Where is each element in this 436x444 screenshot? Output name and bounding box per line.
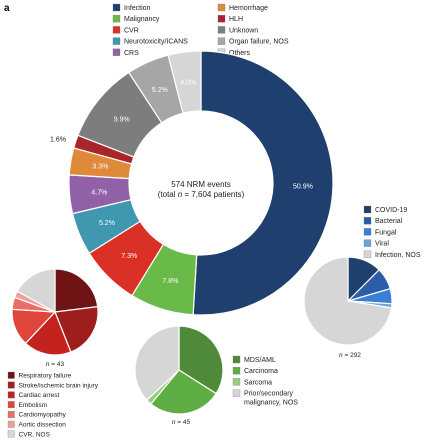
main-slice-others [167, 50, 202, 114]
main-legend-swatch-malignancy [112, 15, 121, 23]
main-legend-swatch-hemorrhage [217, 3, 226, 12]
cvr-legend-swatch-stroke-ischemic-brain-injury [7, 381, 15, 389]
main-data-label-neurotoxicity-icans: 5.2% [99, 220, 115, 227]
infection-legend-swatch-infection-nos [363, 250, 372, 258]
cvr-legend-label-aortic-dissection: Aortic dissection [19, 422, 67, 429]
main-legend-label-neurotoxicity-icans: Neurotoxicity/ICANS [124, 39, 188, 46]
infection-legend-swatch-fungal [363, 228, 372, 236]
main-data-label-cvr: 7.3% [121, 253, 137, 260]
main-legend-swatch-crs [112, 48, 121, 56]
malignancy-legend-swatch-mds-aml [232, 355, 241, 364]
main-legend-label-malignancy: Malignancy [124, 16, 160, 23]
cvr-slice-stroke-ischemic-brain-injury [54, 305, 99, 353]
cvr-legend-label-embolism: Embolism [19, 402, 48, 409]
malignancy-legend-label-prior-secondary-malignancy-nos: malignancy, NOS [244, 400, 298, 407]
infection-n-label: n = 292 [339, 352, 361, 359]
cvr-legend-swatch-cvr-nos [7, 430, 15, 438]
infection-slice-infection-nos [303, 256, 393, 346]
infection-legend-swatch-viral [363, 239, 372, 247]
malignancy-legend-label-mds-aml: MDS/AML [244, 357, 276, 364]
cvr-slice-cvr-nos [16, 268, 56, 314]
infection-legend-swatch-bacterial [363, 217, 372, 225]
main-legend-swatch-cvr [112, 26, 121, 34]
main-data-label-crs: 4.7% [91, 189, 107, 196]
cvr-legend-label-cvr-nos: CVR, NOS [19, 431, 51, 438]
cvr-legend-label-cardiac-arrest: Cardiac arrest [19, 392, 60, 399]
main-data-label-hlh: 1.6% [50, 137, 66, 144]
main-legend-label-cvr: CVR [124, 27, 139, 34]
center-label-total: (total n = 7,604 patients) [158, 190, 245, 199]
main-legend-label-hlh: HLH [229, 16, 243, 23]
main-legend-label-others: Others [229, 50, 251, 57]
cvr-legend-label-respiratory-failure: Respiratory failure [19, 373, 72, 380]
main-legend-label-infection: Infection [124, 5, 151, 12]
cvr-legend-swatch-respiratory-failure [7, 371, 15, 379]
cvr-slice-cardiac-arrest [24, 310, 72, 356]
infection-legend-label-covid-19: COVID-19 [375, 207, 407, 214]
malignancy-legend-swatch-carcinoma [232, 367, 241, 375]
infection-legend-label-viral: Viral [375, 241, 389, 248]
main-legend-label-organ-failure-nos: Organ failure, NOS [229, 39, 289, 46]
malignancy-legend-label-carcinoma: Carcinoma [244, 368, 278, 375]
main-legend-swatch-neurotoxicity-icans [112, 37, 121, 45]
main-legend-label-hemorrhage: Hemorrhage [229, 5, 268, 12]
main-slice-infection [192, 50, 334, 316]
malignancy-legend-label-sarcoma: Sarcoma [244, 379, 272, 386]
main-legend-swatch-unknown [217, 26, 226, 34]
infection-pie-chart: COVID-19 Bacterial Fungal Viral Infection, N… [303, 205, 421, 359]
main-legend-swatch-organ-failure-nos [217, 37, 226, 45]
malignancy-n-label: n = 45 [172, 419, 191, 426]
cvr-legend-swatch-embolism [7, 401, 15, 409]
malignancy-legend-label-prior-secondary-malignancy-nos: Prior/secondary [244, 391, 294, 398]
panel-letter: a [4, 3, 10, 14]
malignancy-legend-swatch-sarcoma [232, 378, 241, 386]
cvr-legend-swatch-cardiac-arrest [7, 391, 15, 399]
infection-legend-label-infection-nos: Infection, NOS [375, 252, 421, 259]
malignancy-slice-carcinoma [150, 369, 217, 415]
main-data-label-others: 4.0% [180, 79, 196, 86]
main-legend-swatch-hlh [217, 15, 226, 23]
main-legend-label-crs: CRS [124, 50, 139, 57]
main-data-label-malignancy: 7.8% [162, 278, 178, 285]
malignancy-slice-prior-secondary-malignancy-nos [134, 325, 180, 401]
main-data-label-infection: 50.9% [293, 184, 313, 191]
cvr-legend-swatch-aortic-dissection [7, 420, 15, 428]
cvr-legend-swatch-cardiomyopathy [7, 411, 15, 418]
infection-legend-swatch-covid-19 [363, 205, 372, 214]
main-legend-label-unknown: Unknown [229, 27, 258, 34]
cvr-legend-label-stroke-ischemic-brain-injury: Stroke/ischemic brain injury [19, 382, 99, 389]
main-donut-chart: Infection Hemorrhage Malignancy HLH CVR Unkno… [50, 3, 334, 316]
cvr-n-label: n = 43 [46, 361, 65, 368]
main-data-label-organ-failure-nos: 5.2% [152, 87, 168, 94]
cvr-legend-label-cardiomyopathy: Cardiomyopathy [19, 412, 67, 419]
infection-legend-label-bacterial: Bacterial [375, 218, 403, 225]
malignancy-pie-chart: MDS/AML Carcinoma Sarcoma Prior/secondary ma… [134, 325, 298, 426]
cvr-pie-chart: Respiratory failure Stroke/ischemic brain… [7, 268, 99, 438]
main-legend-swatch-infection [112, 3, 121, 12]
main-data-label-hemorrhage: 3.3% [92, 164, 108, 171]
infection-legend-label-fungal: Fungal [375, 229, 397, 236]
main-data-label-unknown: 9.9% [114, 116, 130, 123]
cvr-slice-respiratory-failure [54, 268, 99, 313]
malignancy-legend-swatch-prior-secondary-malignancy-nos [232, 389, 241, 397]
center-label-title: 574 NRM events [171, 180, 231, 189]
